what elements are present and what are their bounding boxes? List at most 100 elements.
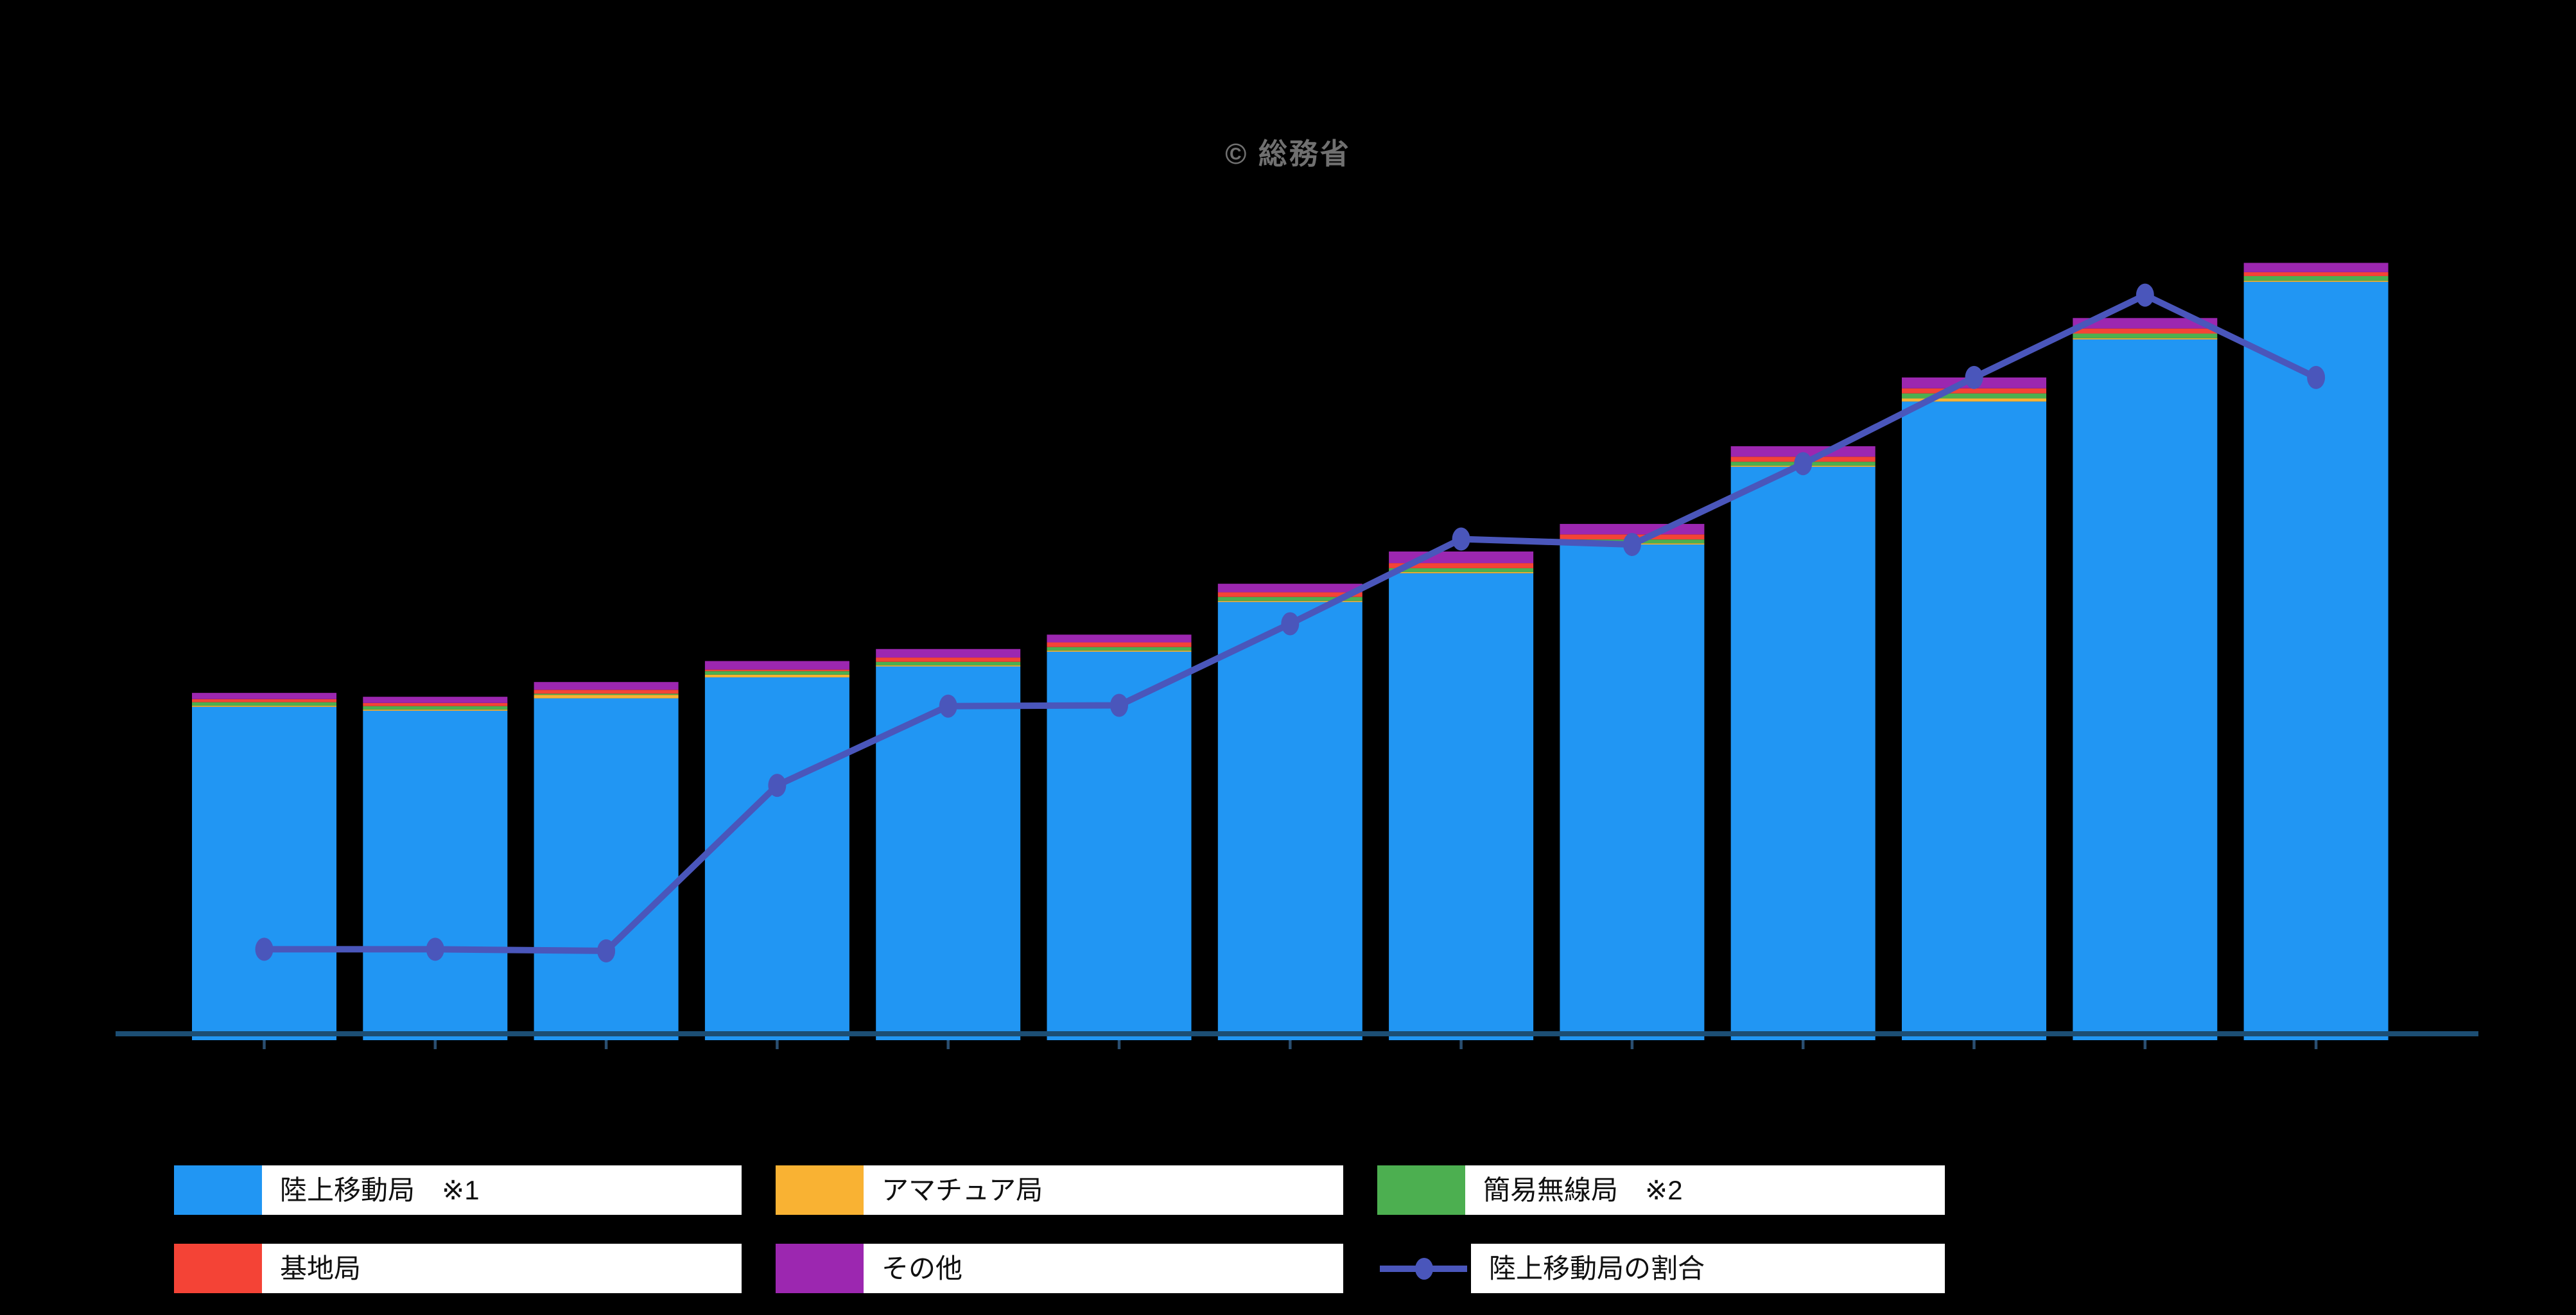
x-axis-tick xyxy=(263,1040,266,1049)
bar-segment xyxy=(704,669,849,672)
bar-segment xyxy=(2073,328,2218,334)
bar-segment xyxy=(704,674,849,677)
bar-segment xyxy=(2073,333,2218,338)
bar-segment xyxy=(2243,263,2389,272)
x-axis-tick xyxy=(1630,1040,1634,1049)
bar-segment xyxy=(363,706,508,710)
legend-line-dot-icon xyxy=(1377,1244,1471,1293)
x-axis-tick xyxy=(1117,1040,1121,1049)
legend-item-amateur[interactable]: アマチュア局 xyxy=(776,1165,1343,1215)
bar-segment xyxy=(1217,600,1362,602)
legend-swatch-base-station-icon xyxy=(174,1244,262,1293)
ratio-line-point xyxy=(1452,527,1470,551)
bar-segment xyxy=(192,702,336,706)
bar-segment xyxy=(704,671,849,675)
legend-swatch-land-mobile-icon xyxy=(174,1165,262,1215)
legend-label-land-mobile-ratio: 陸上移動局の割合 xyxy=(1471,1244,1945,1293)
bar-segment xyxy=(1902,393,2046,399)
bar-segment xyxy=(1047,634,1192,643)
x-axis-tick xyxy=(776,1040,779,1049)
bar-segment xyxy=(1902,398,2046,402)
bar-segment xyxy=(1217,584,1362,593)
bar-segment xyxy=(876,658,1021,662)
legend-row-2: 基地局 その他 陸上移動局の割合 xyxy=(174,1244,1945,1293)
ratio-line-point xyxy=(2307,365,2326,389)
ratio-line-point xyxy=(1965,365,1983,389)
bar-segment xyxy=(1389,573,1534,1040)
bar-segment xyxy=(1217,602,1362,1040)
bar-segment xyxy=(534,693,679,695)
bar-segment xyxy=(1389,568,1534,572)
ratio-line-point xyxy=(597,939,616,962)
x-axis-tick xyxy=(1972,1040,1976,1049)
legend-label-base-station: 基地局 xyxy=(262,1244,742,1293)
bar-segment xyxy=(2243,272,2389,276)
ratio-line-point xyxy=(1623,533,1641,557)
bar-segment xyxy=(876,649,1021,658)
ratio-line-point xyxy=(1281,612,1300,636)
bar-segment xyxy=(192,693,336,699)
bar-segment xyxy=(876,666,1021,1040)
bar-segment xyxy=(363,710,508,1040)
legend-item-base-station[interactable]: 基地局 xyxy=(174,1244,742,1293)
bar-segment xyxy=(192,706,336,1040)
ratio-line-point xyxy=(255,937,274,961)
legend-label-other: その他 xyxy=(864,1244,1343,1293)
legend-item-land-mobile[interactable]: 陸上移動局 ※1 xyxy=(174,1165,742,1215)
bar-segment xyxy=(2243,281,2389,283)
x-axis-tick xyxy=(946,1040,950,1049)
legend-label-amateur: アマチュア局 xyxy=(864,1165,1343,1215)
chart-legend: 陸上移動局 ※1 アマチュア局 簡易無線局 ※2 基地局 その他 xyxy=(174,1165,1945,1315)
bar-segment xyxy=(363,710,508,711)
bar-segment xyxy=(534,695,679,699)
bar-segment xyxy=(534,682,679,690)
bar-segment xyxy=(192,699,336,702)
bar-segment xyxy=(1389,563,1534,568)
legend-item-simple-radio[interactable]: 簡易無線局 ※2 xyxy=(1377,1165,1945,1215)
bar-segment xyxy=(534,698,679,1040)
bar-segment xyxy=(1047,647,1192,651)
bar-segment xyxy=(1902,388,2046,394)
copyright-note: © 総務省 xyxy=(1225,137,1351,170)
x-axis-tick xyxy=(1289,1040,1292,1049)
legend-label-simple-radio: 簡易無線局 ※2 xyxy=(1465,1165,1945,1215)
bar-segment xyxy=(1047,642,1192,647)
x-axis-tick xyxy=(2143,1040,2147,1049)
legend-item-other[interactable]: その他 xyxy=(776,1244,1343,1293)
bar-segment xyxy=(2073,338,2218,340)
ratio-line-point xyxy=(426,937,444,961)
ratio-line-point xyxy=(2136,283,2154,307)
bar-segment xyxy=(1217,592,1362,597)
bar-segment xyxy=(704,677,849,1040)
bar-segment xyxy=(363,697,508,703)
bar-segment xyxy=(704,661,849,670)
bar-segment xyxy=(1730,467,1875,1040)
bar-segment xyxy=(2243,282,2389,1040)
bar-segment xyxy=(876,665,1021,666)
bar-segment xyxy=(1217,597,1362,601)
x-axis-tick xyxy=(604,1040,608,1049)
bar-segment xyxy=(192,706,336,707)
ratio-line-point xyxy=(768,774,787,797)
x-axis-line xyxy=(116,1031,2478,1036)
legend-label-land-mobile: 陸上移動局 ※1 xyxy=(262,1165,742,1215)
legend-swatch-other-icon xyxy=(776,1244,864,1293)
x-axis-tick xyxy=(1459,1040,1463,1049)
bar-segment xyxy=(1560,544,1705,1040)
legend-row-1: 陸上移動局 ※1 アマチュア局 簡易無線局 ※2 xyxy=(174,1165,1945,1215)
bar-segment xyxy=(2243,275,2389,281)
x-axis-tick xyxy=(2314,1040,2318,1049)
legend-swatch-amateur-icon xyxy=(776,1165,864,1215)
x-axis-tick xyxy=(433,1040,437,1049)
x-axis-tick xyxy=(1801,1040,1805,1049)
bar-segment xyxy=(1560,523,1705,535)
legend-item-land-mobile-ratio[interactable]: 陸上移動局の割合 xyxy=(1377,1244,1945,1293)
bar-segment xyxy=(1047,650,1192,652)
bar-segment xyxy=(534,690,679,694)
bar-segment xyxy=(876,661,1021,666)
bar-segment xyxy=(1389,571,1534,573)
ratio-line-point xyxy=(939,694,957,718)
bar-segment xyxy=(2073,318,2218,329)
